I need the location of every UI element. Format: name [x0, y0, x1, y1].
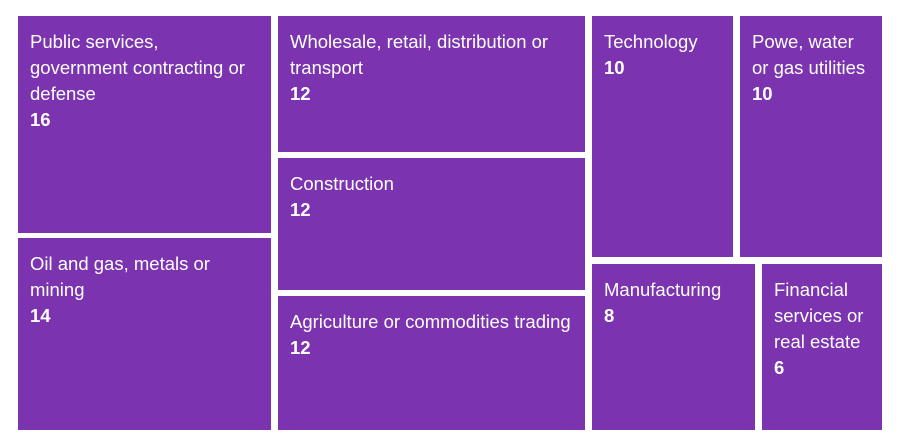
treemap-tile: Oil and gas, metals or mining 14 [18, 238, 271, 430]
tile-label: Technology [604, 31, 698, 52]
tile-label: Financial services or real estate [774, 279, 864, 352]
tile-label: Agriculture or commodities trading [290, 311, 571, 332]
tile-label: Construction [290, 173, 394, 194]
tile-label: Oil and gas, metals or mining [30, 253, 210, 300]
treemap-tile: Agriculture or commodities trading 12 [278, 296, 585, 430]
tile-label: Wholesale, retail, distribution or trans… [290, 31, 549, 78]
tile-value: 16 [30, 109, 51, 130]
treemap-tile: Manufacturing 8 [592, 264, 755, 430]
treemap-tile: Financial services or real estate 6 [762, 264, 882, 430]
tile-value: 8 [604, 305, 615, 326]
treemap-tile: Technology 10 [592, 16, 733, 257]
tile-value: 14 [30, 305, 51, 326]
tile-value: 12 [290, 83, 311, 104]
tile-label: Manufacturing [604, 279, 722, 300]
treemap-tile: Wholesale, retail, distribution or trans… [278, 16, 585, 152]
tile-label: Public services, government contracting … [30, 31, 245, 104]
tile-value: 10 [752, 83, 773, 104]
treemap-tile: Public services, government contracting … [18, 16, 271, 233]
tile-value: 10 [604, 57, 625, 78]
tile-value: 6 [774, 357, 785, 378]
treemap-tile: Construction 12 [278, 158, 585, 290]
tile-label: Powe, water or gas utilities [752, 31, 866, 78]
treemap-tile: Powe, water or gas utilities 10 [740, 16, 882, 257]
tile-value: 12 [290, 199, 311, 220]
tile-value: 12 [290, 337, 311, 358]
